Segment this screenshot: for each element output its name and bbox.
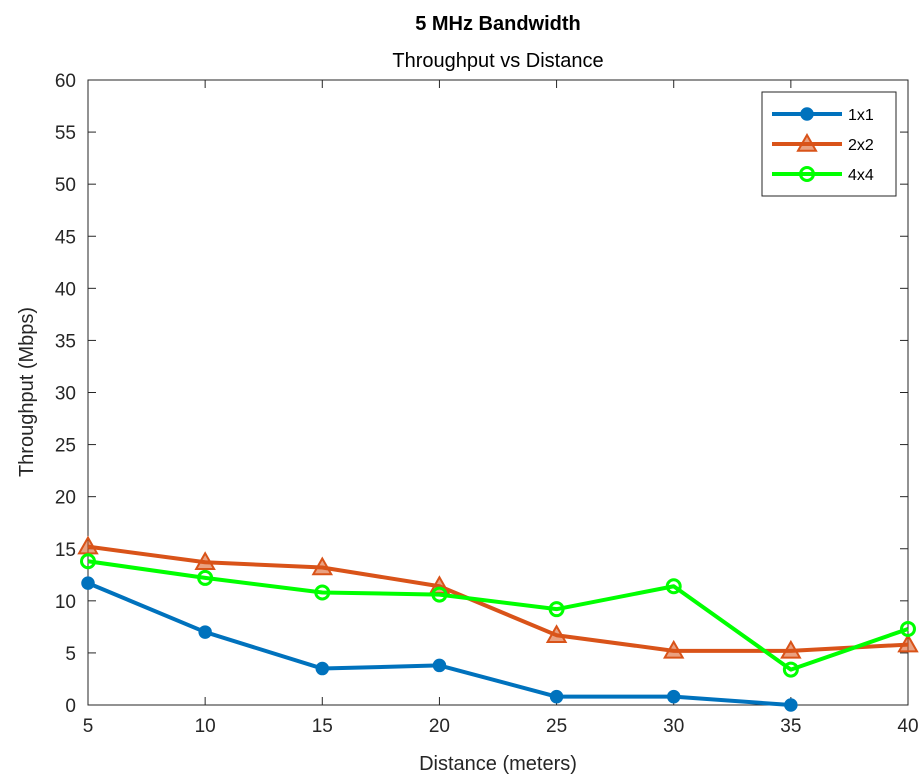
x-tick-label: 40 (897, 716, 918, 737)
legend-entry: 2x2 (772, 132, 874, 154)
data-point (197, 569, 214, 586)
y-tick-label: 60 (55, 71, 76, 92)
legend-entry: 4x4 (772, 166, 874, 184)
data-point (784, 698, 798, 712)
data-point (432, 658, 447, 673)
x-tick-label: 35 (780, 716, 801, 737)
legend-label: 4x4 (848, 167, 874, 184)
series-line (87, 544, 909, 653)
data-point (315, 661, 330, 676)
series-layer (77, 535, 919, 712)
legend: 1x1 2x2 4x4 (761, 91, 897, 197)
data-point (665, 578, 682, 595)
y-tick-label: 35 (55, 331, 76, 352)
data-point (431, 586, 448, 603)
y-tick-label: 40 (55, 279, 76, 300)
data-point (897, 633, 919, 653)
chart-subtitle: Throughput vs Distance (392, 50, 603, 72)
x-tick-label: 10 (195, 716, 216, 737)
legend-entry: 1x1 (772, 107, 874, 124)
data-point (311, 556, 334, 576)
y-tick-label: 20 (55, 488, 76, 509)
y-tick-label: 55 (55, 123, 76, 144)
legend-label: 1x1 (848, 107, 874, 124)
x-tick-label: 25 (546, 716, 567, 737)
series-4x4 (80, 553, 916, 678)
x-axis-label: Distance (meters) (419, 753, 577, 775)
y-tick-label: 25 (55, 436, 76, 457)
series-2x2 (77, 535, 919, 659)
data-point (796, 132, 818, 152)
series-1x1 (81, 576, 798, 712)
data-point (81, 576, 95, 590)
data-point (799, 166, 815, 182)
data-point (662, 639, 685, 659)
data-point (800, 107, 814, 121)
y-tick-label: 50 (55, 175, 76, 196)
data-point (80, 553, 96, 570)
data-point (198, 625, 212, 639)
y-tick-label: 10 (55, 592, 76, 613)
data-point (545, 624, 568, 643)
axis-ticks (87, 79, 909, 706)
y-tick-label: 15 (55, 540, 76, 561)
data-point (549, 689, 564, 704)
data-point (780, 639, 802, 659)
y-axis-label: Throughput (Mbps) (16, 307, 38, 477)
y-tick-label: 0 (65, 696, 76, 717)
x-tick-label: 20 (429, 716, 450, 737)
data-point (900, 620, 916, 637)
x-tick-label: 5 (83, 716, 94, 737)
data-point (666, 689, 681, 704)
series-line (87, 559, 909, 672)
data-point (314, 584, 331, 601)
data-point (194, 551, 216, 571)
data-point (548, 601, 565, 618)
y-tick-label: 45 (55, 227, 76, 248)
data-point (782, 661, 799, 678)
y-tick-label: 30 (55, 384, 76, 405)
y-tick-label: 5 (65, 644, 76, 665)
x-tick-label: 15 (312, 716, 333, 737)
x-tick-label: 30 (663, 716, 684, 737)
chart-title: 5 MHz Bandwidth (415, 13, 581, 35)
legend-label: 2x2 (848, 137, 874, 154)
